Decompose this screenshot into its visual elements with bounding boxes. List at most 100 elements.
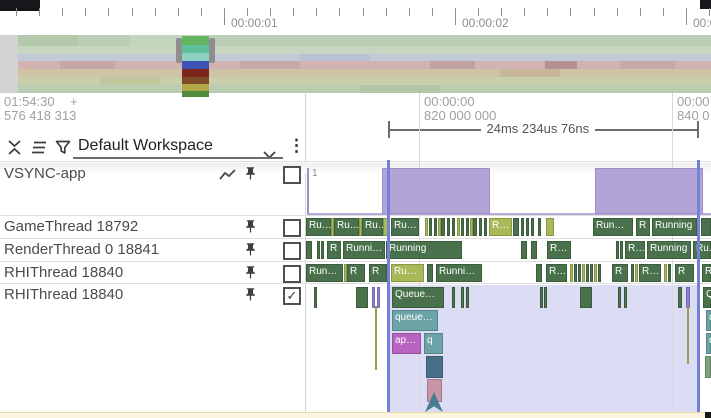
pin-icon[interactable]: [243, 265, 258, 285]
timeline-event-bar[interactable]: [441, 218, 445, 236]
timeline-event-bar[interactable]: R: [675, 264, 694, 282]
timeline-event-bar[interactable]: [531, 218, 534, 236]
timeline-event-bar[interactable]: [521, 218, 524, 236]
timeline-event-bar[interactable]: R: [636, 218, 650, 236]
timeline-event-bar[interactable]: Running: [386, 241, 462, 259]
timeline-event-bar[interactable]: [598, 264, 601, 282]
timeline-event-bar[interactable]: [620, 241, 623, 259]
kebab-menu-icon[interactable]: ⋮: [288, 136, 305, 155]
timeline-event-bar[interactable]: Ru…: [306, 218, 331, 236]
timeline-event-bar[interactable]: q: [706, 333, 711, 354]
timeline-event-bar[interactable]: [306, 241, 312, 259]
line-chart-icon[interactable]: [218, 168, 238, 187]
timeline-event-bar[interactable]: [426, 356, 443, 378]
timeline-event-bar[interactable]: queue…: [392, 310, 438, 331]
timeline-event-bar[interactable]: [470, 218, 473, 236]
timeline-event-bar[interactable]: Running: [647, 241, 691, 259]
timeline-event-bar[interactable]: [331, 218, 334, 236]
timeline-event-bar[interactable]: [590, 264, 593, 282]
timeline-event-bar[interactable]: [705, 356, 711, 378]
timeline-event-bar[interactable]: R: [702, 264, 711, 282]
timeline-event-bar[interactable]: Ru…: [391, 264, 424, 282]
timeline-event-bar[interactable]: Q…: [703, 287, 711, 308]
timeline-event-bar[interactable]: Runni…: [436, 264, 482, 282]
timeline-event-bar[interactable]: [586, 264, 589, 282]
timeline-event-bar[interactable]: [466, 218, 469, 236]
timeline-event-bar[interactable]: [624, 287, 627, 308]
timeline-event-bar[interactable]: [466, 287, 469, 308]
pin-icon[interactable]: [243, 242, 258, 262]
timeline-event-bar[interactable]: [582, 264, 585, 282]
timeline-event-bar[interactable]: [686, 287, 690, 308]
timeline-event-bar[interactable]: R: [327, 241, 341, 259]
timeline-event-bar[interactable]: [521, 241, 527, 259]
timeline-event-bar[interactable]: [531, 241, 537, 259]
timeline-event-bar[interactable]: [427, 379, 442, 402]
timeline-event-bar[interactable]: [461, 218, 464, 236]
timeline-event-bar[interactable]: [701, 218, 711, 236]
timeline-event-bar[interactable]: [457, 218, 460, 236]
timeline-event-bar[interactable]: Run…: [306, 264, 343, 282]
time-selection-line[interactable]: [697, 160, 700, 412]
timeline-event-bar[interactable]: R…: [625, 241, 645, 259]
timeline-event-bar[interactable]: [484, 218, 487, 236]
minimap-viewport-handle[interactable]: [176, 38, 182, 63]
timeline-event-bar[interactable]: R…: [489, 218, 512, 236]
time-selection-line[interactable]: [387, 160, 390, 412]
track-visibility-checkbox[interactable]: [283, 265, 301, 283]
timeline-event-bar[interactable]: [618, 287, 621, 308]
timeline-event-bar[interactable]: [678, 287, 682, 308]
unfold-less-icon[interactable]: [7, 140, 22, 160]
timeline-event-bar[interactable]: [434, 218, 437, 236]
timeline-event-bar[interactable]: [383, 218, 388, 236]
timeline-event-bar[interactable]: [425, 218, 428, 236]
timeline-event-bar[interactable]: [314, 287, 317, 308]
timeline-event-bar[interactable]: Runni…: [343, 241, 385, 259]
timeline-event-bar[interactable]: [473, 218, 477, 236]
track-visibility-checkbox[interactable]: [283, 242, 301, 260]
timeline-event-bar[interactable]: [631, 264, 634, 282]
timeline-event-bar[interactable]: [377, 287, 380, 308]
timeline-event-bar[interactable]: [429, 218, 432, 236]
timeline-event-bar[interactable]: [526, 218, 529, 236]
timeline-event-bar[interactable]: [427, 264, 433, 282]
vsync-pulse-block[interactable]: [382, 168, 490, 214]
timeline-event-bar[interactable]: R…: [639, 264, 661, 282]
timeline-event-bar[interactable]: Run…: [593, 218, 633, 236]
workspace-selector[interactable]: Default Workspace: [78, 137, 213, 154]
timeline-event-bar[interactable]: [578, 264, 581, 282]
panel-divider[interactable]: [305, 93, 306, 412]
timeline-event-bar[interactable]: [570, 264, 573, 282]
minimap-viewport-handle[interactable]: [209, 38, 215, 63]
timeline-event-bar[interactable]: [372, 287, 375, 308]
timeline-event-bar[interactable]: [668, 264, 671, 282]
timeline-event-bar[interactable]: [664, 264, 667, 282]
timeline-event-bar[interactable]: [546, 218, 554, 236]
pin-icon[interactable]: [243, 166, 258, 186]
timeline-event-bar[interactable]: [580, 287, 592, 308]
timeline-event-bar[interactable]: [359, 218, 362, 236]
timeline-event-bar[interactable]: [574, 264, 577, 282]
timeline-event-bar[interactable]: [479, 218, 482, 236]
timeline-event-bar[interactable]: [438, 218, 441, 236]
timeline-event-bar[interactable]: Ru…: [334, 218, 359, 236]
vsync-pulse-block[interactable]: [307, 168, 309, 214]
timeline-event-bar[interactable]: [447, 218, 450, 236]
timeline-event-bar[interactable]: [317, 241, 320, 259]
timeline-event-bar[interactable]: Ru…: [391, 218, 419, 236]
pin-icon[interactable]: [243, 287, 258, 307]
timeline-event-bar[interactable]: q: [706, 310, 711, 331]
timeline-event-bar[interactable]: [452, 287, 455, 308]
timeline-event-bar[interactable]: [538, 218, 541, 236]
time-ruler[interactable]: [0, 0, 711, 33]
timeline-event-bar[interactable]: R: [347, 264, 365, 282]
timeline-event-bar[interactable]: [544, 287, 547, 308]
timeline-event-bar[interactable]: [536, 264, 542, 282]
timeline-event-bar[interactable]: [594, 264, 597, 282]
timeline-event-bar[interactable]: R: [612, 264, 628, 282]
timeline-event-bar[interactable]: R…: [546, 264, 567, 282]
timeline-event-bar[interactable]: [540, 287, 543, 308]
timeline-event-bar[interactable]: [344, 264, 347, 282]
timeline-event-bar[interactable]: Running: [652, 218, 697, 236]
timeline-event-bar[interactable]: Ru…: [362, 218, 383, 236]
